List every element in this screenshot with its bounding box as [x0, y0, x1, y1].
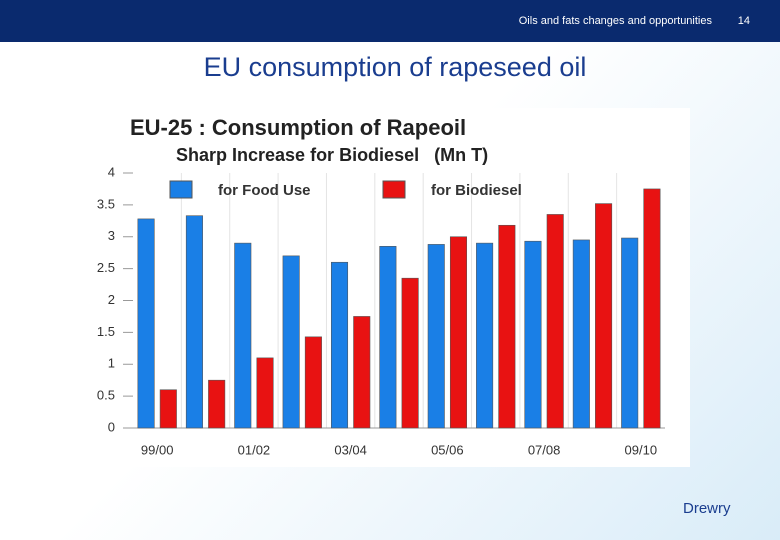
y-tick-label: 2	[108, 292, 115, 307]
chart: EU-25 : Consumption of Rapeoil Sharp Inc…	[88, 108, 690, 467]
y-tick-label: 0	[108, 419, 115, 434]
bar	[643, 188, 661, 429]
slide-title: EU consumption of rapeseed oil	[203, 52, 587, 82]
bar	[304, 336, 322, 429]
legend-swatch	[169, 180, 193, 199]
bar	[476, 242, 494, 429]
y-tick-label: 3.5	[97, 196, 115, 211]
y-tick-label: 3	[108, 228, 115, 243]
bar	[256, 357, 274, 429]
bar	[427, 244, 445, 429]
x-tick-label: 07/08	[528, 442, 561, 457]
bar	[353, 316, 371, 429]
bar	[524, 240, 542, 429]
y-tick-label: 2.5	[97, 260, 115, 275]
bar	[234, 242, 252, 429]
bar	[208, 379, 226, 429]
bar	[621, 237, 639, 429]
chart-subtitle: Sharp Increase for Biodiesel (Mn T)	[176, 145, 488, 165]
bar	[572, 239, 590, 429]
x-tick-label: 99/00	[141, 442, 174, 457]
x-tick-label: 09/10	[625, 442, 658, 457]
bar	[330, 261, 349, 429]
bar	[498, 224, 516, 429]
y-tick-label: 1.5	[97, 324, 115, 339]
header-title: Oils and fats changes and opportunities	[518, 15, 712, 27]
legend-label: for Food Use	[218, 182, 311, 199]
bar	[137, 218, 155, 429]
legend-label: for Biodiesel	[431, 182, 522, 199]
chart-title: EU-25 : Consumption of Rapeoil	[130, 115, 466, 140]
bar	[282, 255, 300, 429]
bar	[185, 215, 203, 429]
x-tick-label: 01/02	[238, 442, 271, 457]
y-tick-label: 0.5	[97, 388, 115, 403]
y-tick-label: 4	[108, 164, 115, 179]
bar	[159, 389, 177, 429]
bar	[449, 236, 468, 429]
header-bar: Oils and fats changes and opportunities …	[0, 0, 780, 42]
x-tick-label: 03/04	[334, 442, 367, 457]
page-number: 14	[737, 15, 750, 27]
bar	[379, 246, 397, 429]
legend-swatch	[382, 180, 406, 199]
bar	[401, 277, 419, 429]
bar	[595, 203, 613, 429]
bar	[546, 214, 564, 429]
x-tick-label: 05/06	[431, 442, 464, 457]
y-tick-label: 1	[108, 356, 115, 371]
logo: Drewry	[683, 500, 731, 517]
